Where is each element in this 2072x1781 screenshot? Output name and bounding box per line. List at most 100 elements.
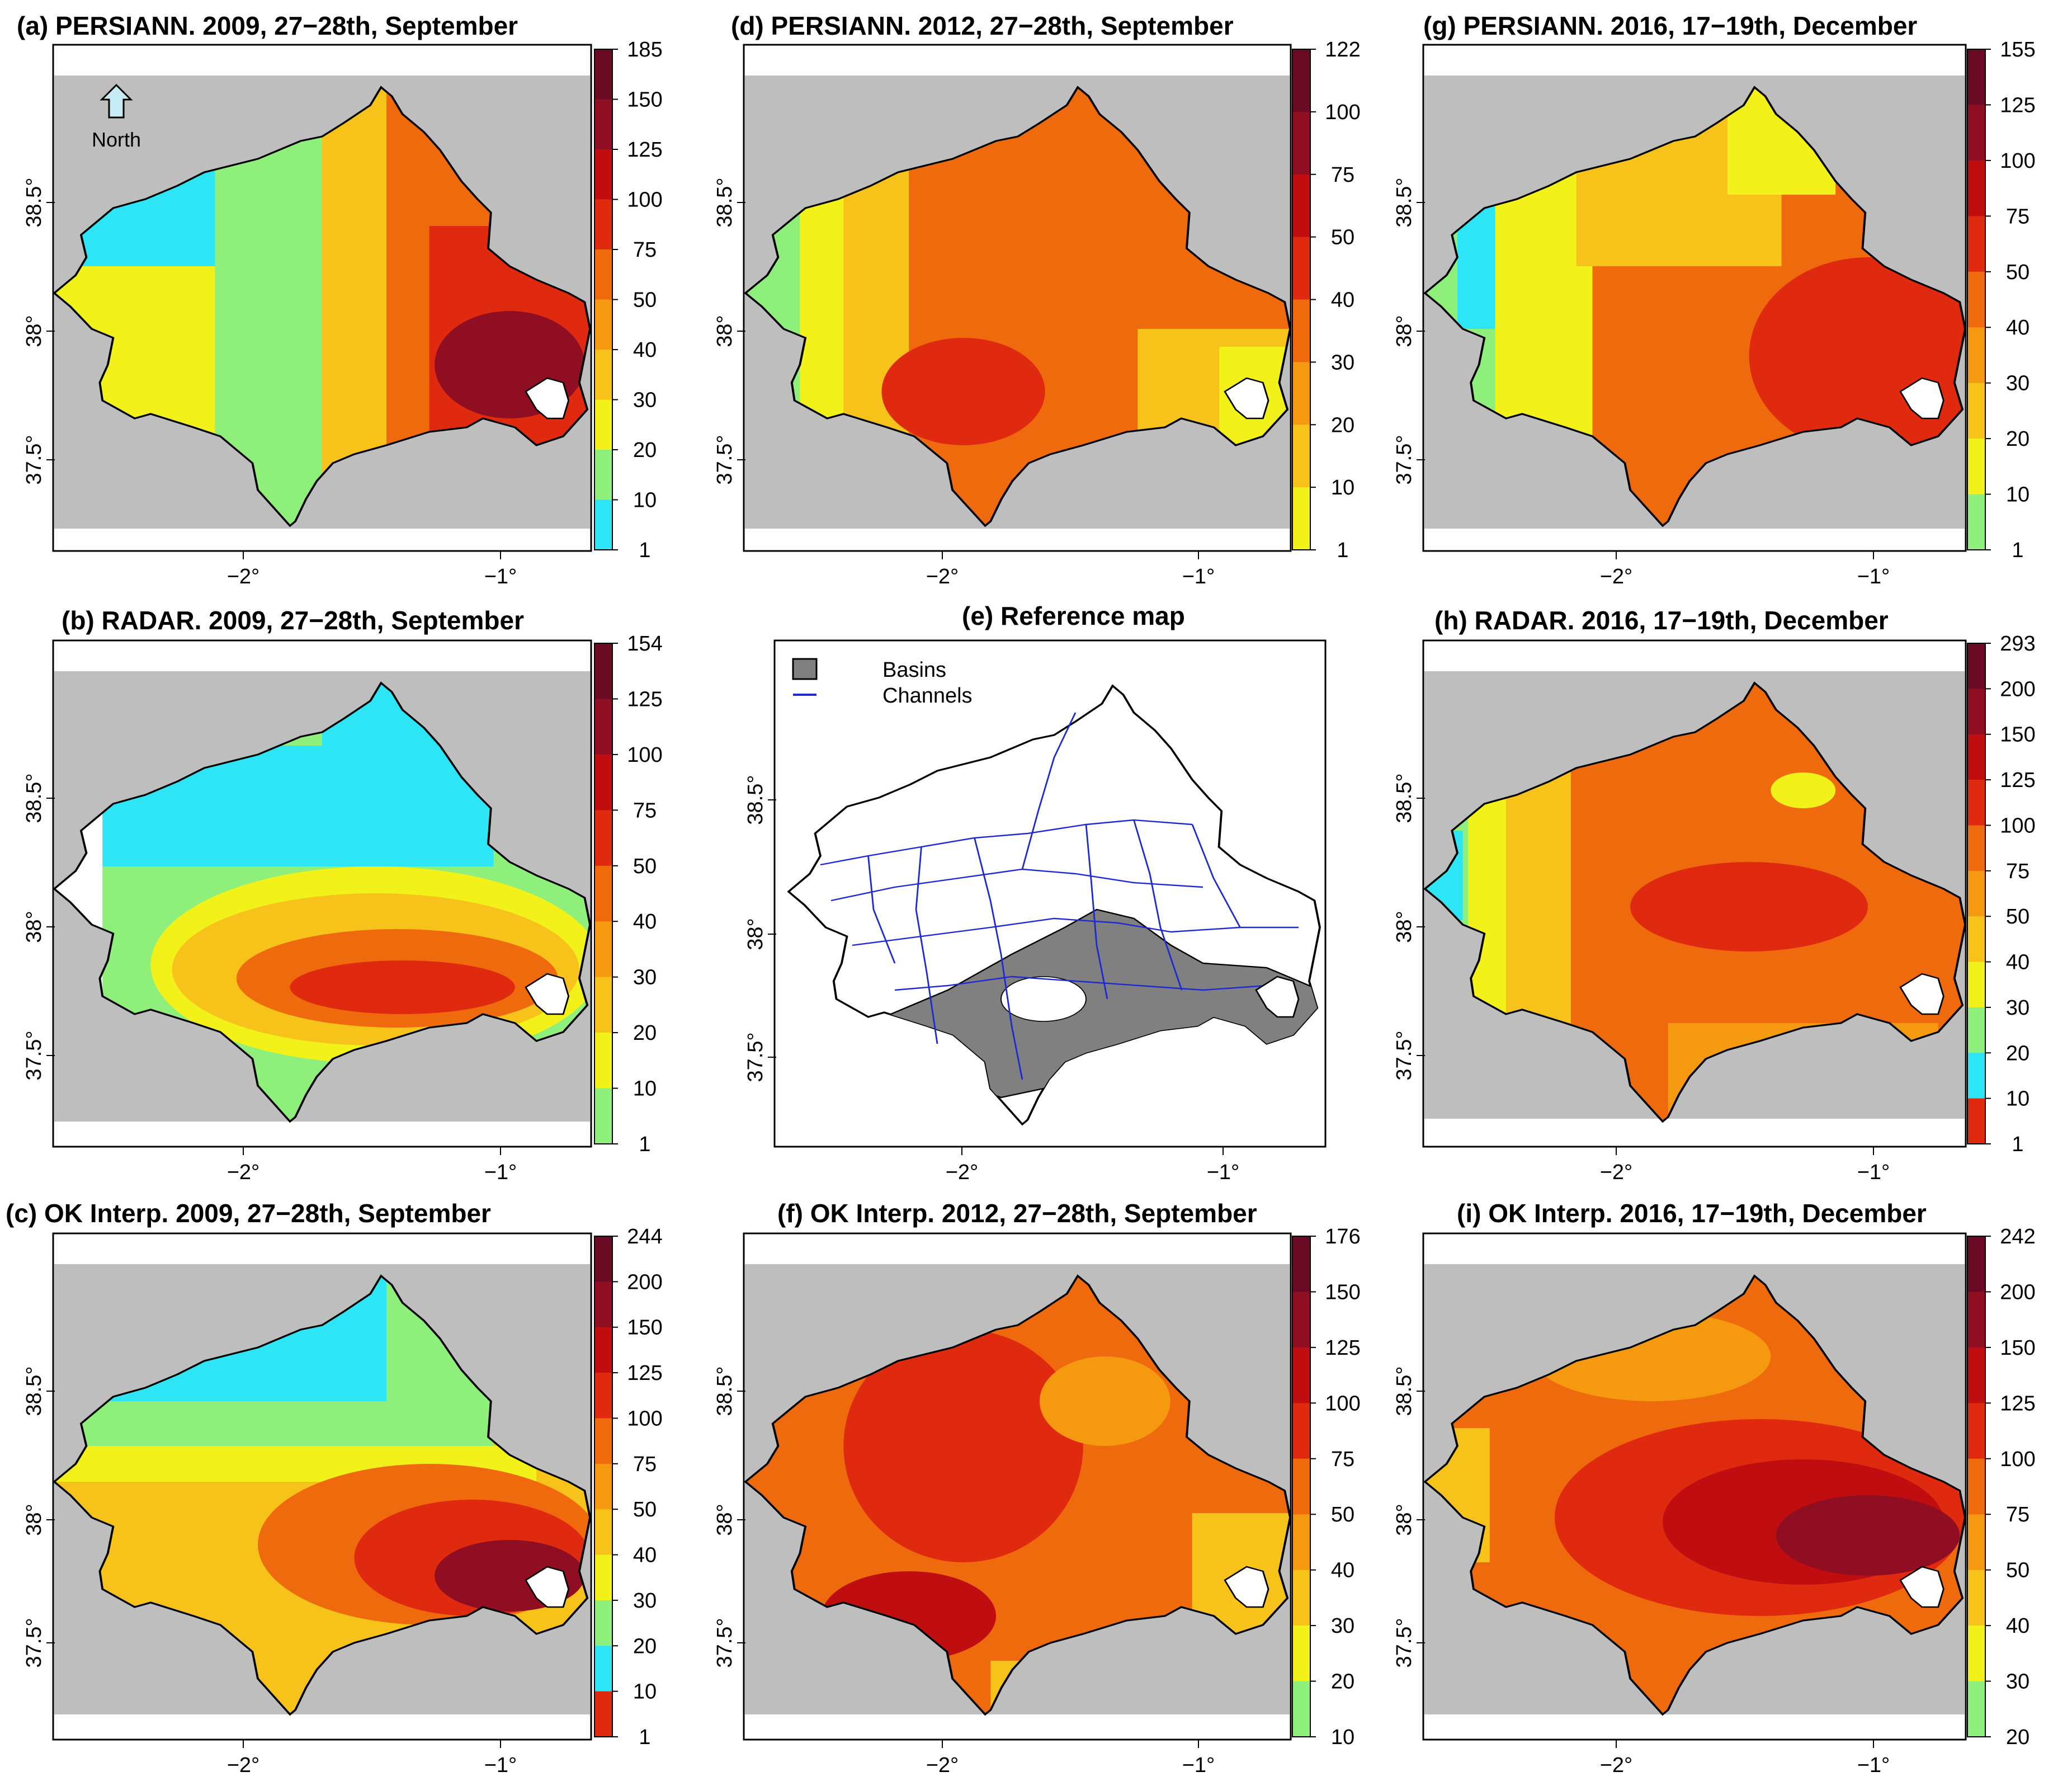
panel-h-colorbar-segment (1967, 689, 1985, 735)
panel-i-colorbar-segment (1967, 1458, 1985, 1515)
panel-h-colorbar-label: 50 (2006, 905, 2029, 929)
panel-h-xaxis: −2° −1° (1600, 1147, 1890, 1184)
panel-c-colorbar-label: 75 (633, 1453, 657, 1476)
panel-a-colorbar: 185 150 125 100 75 50 40 30 20 10 1 (594, 38, 663, 562)
north-arrow: North (92, 83, 141, 151)
panel-c-yaxis-label: 38° (22, 1504, 46, 1535)
panel-a-colorbar-segment (594, 399, 612, 450)
panel-a-colorbar-label: 50 (633, 289, 657, 312)
panel-a-yaxis-label: 37.5° (22, 435, 46, 484)
panel-e-yaxis-label: 38° (744, 918, 767, 950)
panel-i-xaxis-label: −2° (1600, 1754, 1633, 1777)
panel-h-yaxis: 37.5° 38° 38.5° (1393, 773, 1425, 1081)
panel-g-colorbar-label: 155 (2000, 38, 2035, 62)
panel-c-colorbar-label: 100 (627, 1407, 662, 1430)
panel-f-xaxis: −2° −1° (926, 1740, 1215, 1777)
panel-c-colorbar-label: 200 (627, 1270, 662, 1294)
panel-i-yaxis-label: 38.5° (1393, 1366, 1416, 1416)
legend-channels-label: Channels (882, 684, 973, 708)
panel-e-yaxis-label: 38.5° (744, 775, 767, 824)
panel-a-colorbar-label: 40 (633, 338, 657, 362)
panel-i-colorbar-label: 20 (2006, 1726, 2029, 1749)
panel-g-colorbar-segment (1967, 49, 1985, 106)
legend-basins-swatch (792, 658, 818, 680)
panel-a: (a) PERSIANN. 2009, 27−28th, September N… (17, 11, 663, 588)
panel-b-colorbar-label: 10 (633, 1077, 657, 1101)
panel-i-yaxis-label: 37.5° (1393, 1618, 1416, 1667)
panel-g-title: (g) PERSIANN. 2016, 17−19th, December (1423, 11, 1917, 40)
panel-h-colorbar-label: 125 (2000, 769, 2035, 792)
panel-d-colorbar-label: 75 (1331, 163, 1354, 187)
panel-b-colorbar-segment (594, 699, 612, 755)
panel-d-colorbar-label: 40 (1331, 289, 1354, 312)
panel-i-colorbar-segment (1967, 1681, 1985, 1737)
panel-c-title: (c) OK Interp. 2009, 27−28th, September (6, 1199, 491, 1228)
panel-g-colorbar-label: 10 (2006, 483, 2029, 507)
panel-h-colorbar-segment (1967, 1053, 1985, 1099)
panel-g-colorbar-label: 75 (2006, 205, 2029, 228)
panel-f-colorbar-label: 125 (1325, 1336, 1360, 1360)
panel-f-colorbar-label: 150 (1325, 1280, 1360, 1304)
panel-c-colorbar-segment (594, 1327, 612, 1374)
panel-f-yaxis-label: 37.5° (713, 1618, 737, 1667)
panel-d-colorbar-segment (1292, 362, 1310, 426)
panel-a-yaxis-label: 38.5° (22, 177, 46, 227)
panel-g-yaxis-label: 37.5° (1393, 435, 1416, 484)
panel-h-colorbar-label: 10 (2006, 1087, 2029, 1111)
panel-i-colorbar-segment (1967, 1514, 1985, 1571)
panel-c-colorbar-label: 150 (627, 1316, 662, 1340)
panel-h-colorbar-segment (1967, 780, 1985, 826)
panel-b-colorbar-label: 154 (627, 632, 662, 656)
panel-g-colorbar-label: 125 (2000, 93, 2035, 117)
panel-g-colorbar: 155 125 100 75 50 40 30 20 10 1 (1967, 38, 2036, 562)
panel-g-colorbar-segment (1967, 271, 1985, 328)
panel-d-yaxis-label: 38° (713, 315, 737, 347)
panel-h-colorbar-segment (1967, 643, 1985, 690)
panel-h-yaxis-label: 38° (1393, 911, 1416, 943)
panel-a-colorbar-segment (594, 500, 612, 550)
panel-c-colorbar-segment (594, 1646, 612, 1692)
panel-f-colorbar-label: 10 (1331, 1726, 1354, 1749)
panel-h-colorbar-segment (1967, 734, 1985, 781)
panel-f-title: (f) OK Interp. 2012, 27−28th, September (777, 1199, 1257, 1228)
panel-i-colorbar-label: 242 (2000, 1225, 2035, 1248)
panel-i-colorbar-label: 200 (2000, 1280, 2035, 1304)
panel-h-colorbar-label: 75 (2006, 860, 2029, 883)
panel-d-colorbar-label: 10 (1331, 476, 1354, 500)
panel-i-colorbar-segment (1967, 1625, 1985, 1682)
panel-g-xaxis-label: −1° (1857, 565, 1890, 588)
panel-i-xaxis: −2° −1° (1600, 1740, 1890, 1777)
panel-h-colorbar-border (1967, 643, 1986, 1144)
panel-i-colorbar-segment (1967, 1403, 1985, 1459)
panel-g-colorbar-segment (1967, 216, 1985, 272)
panel-d-colorbar-segment (1292, 425, 1310, 488)
panel-a-colorbar-label: 150 (627, 88, 662, 112)
panel-e: (e) Reference map (744, 601, 1327, 1184)
panel-b-yaxis-label: 37.5° (22, 1030, 46, 1080)
panel-c-colorbar-segment (594, 1691, 612, 1737)
panel-d-xaxis-label: −2° (926, 565, 959, 588)
panel-c-colorbar-segment (594, 1554, 612, 1601)
panel-d: (d) PERSIANN. 2012, 27−28th, September 1… (713, 11, 1361, 588)
panel-c-colorbar-label: 50 (633, 1498, 657, 1521)
panel-f-colorbar-label: 50 (1331, 1503, 1354, 1526)
panel-b-xaxis: −2° −1° (227, 1147, 517, 1184)
panel-b-colorbar-border (594, 643, 613, 1144)
panel-h-colorbar-label: 150 (2000, 723, 2035, 747)
panel-i-title: (i) OK Interp. 2016, 17−19th, December (1457, 1199, 1927, 1228)
panel-i-xaxis-label: −1° (1857, 1754, 1890, 1777)
panel-a-colorbar-segment (594, 249, 612, 300)
panel-c-yaxis-label: 37.5° (22, 1618, 46, 1667)
panel-g-colorbar-segment (1967, 494, 1985, 550)
panel-a-colorbar-segment (594, 450, 612, 501)
panel-f-colorbar-label: 75 (1331, 1448, 1354, 1471)
channels-network (820, 712, 1299, 1080)
panel-b: (b) RADAR. 2009, 27−28th, September 1541… (22, 606, 663, 1184)
panel-h-colorbar-label: 100 (2000, 814, 2035, 837)
panel-a-xaxis: −2° −1° (227, 551, 517, 588)
panel-d-xaxis-label: −1° (1182, 565, 1215, 588)
panel-g: (g) PERSIANN. 2016, 17−19th, December 15… (1393, 11, 2036, 588)
panel-b-colorbar-segment (594, 754, 612, 811)
panel-a-colorbar-segment (594, 99, 612, 150)
